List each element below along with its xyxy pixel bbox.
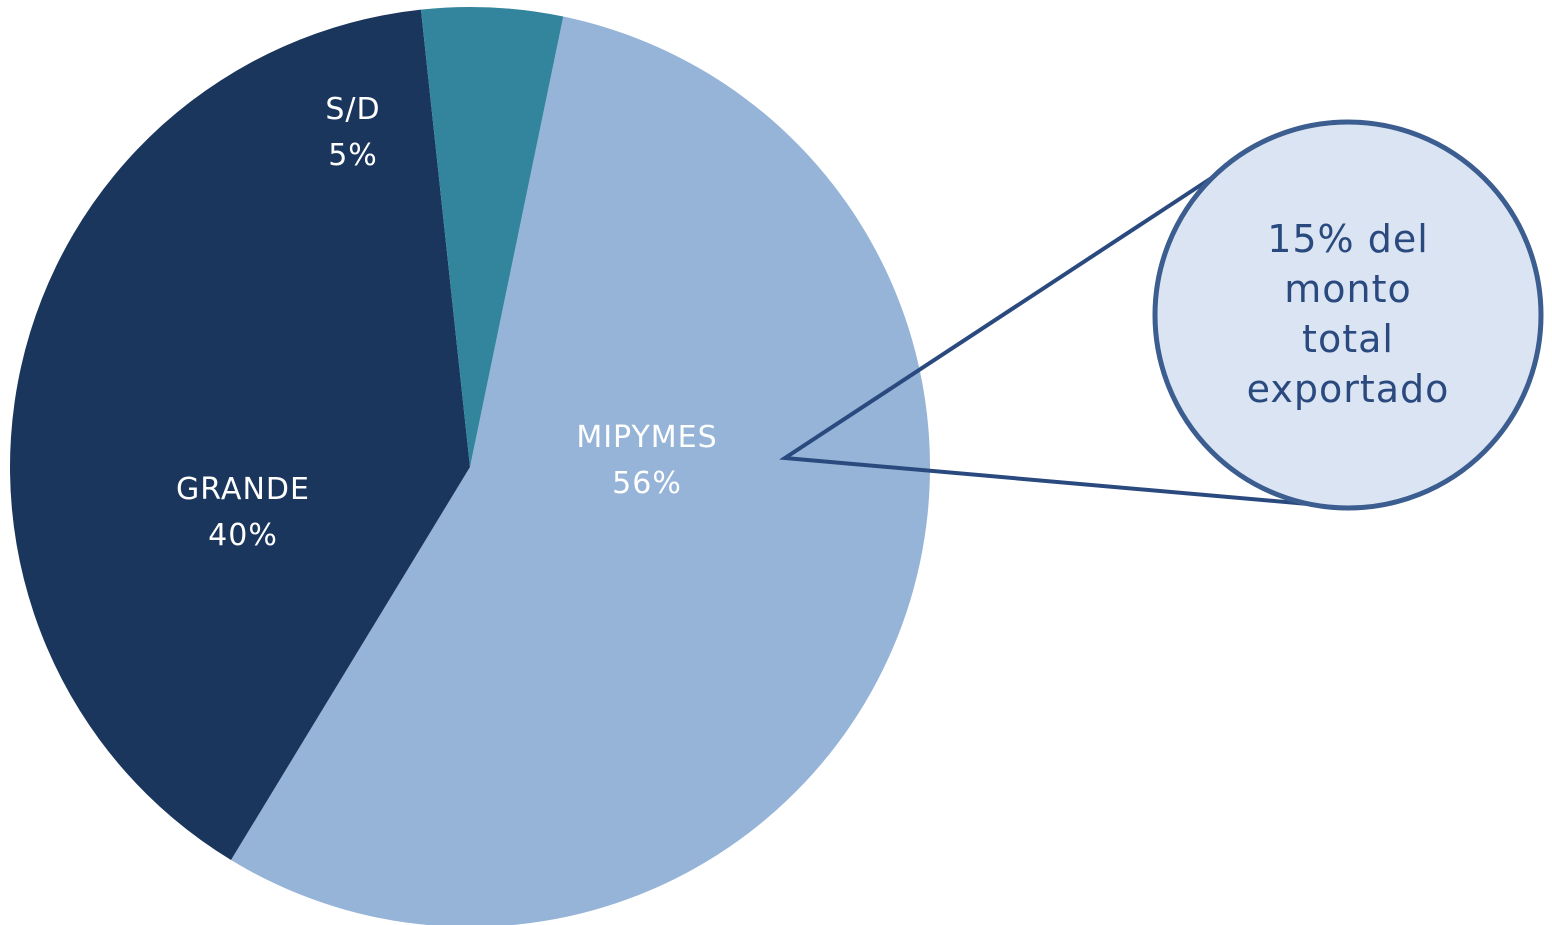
pie-slice-s-d bbox=[420, 6, 564, 467]
slice-label-grande: GRANDE bbox=[176, 472, 310, 507]
pie-labels: MIPYMES 56% GRANDE 40% S/D 5% bbox=[176, 92, 717, 553]
slice-value-mipymes: 56% bbox=[612, 466, 682, 501]
callout: 15% del monto total exportado bbox=[779, 119, 1544, 511]
callout-bubble bbox=[1152, 119, 1544, 511]
slice-value-sd: 5% bbox=[328, 138, 378, 173]
pie-slice-grande bbox=[9, 9, 470, 861]
slice-label-sd: S/D bbox=[325, 92, 380, 127]
callout-line-1: 15% del bbox=[1267, 217, 1429, 261]
callout-pointer bbox=[779, 175, 1343, 509]
slice-label-mipymes: MIPYMES bbox=[576, 420, 717, 455]
pie-slice-mipymes bbox=[230, 16, 930, 925]
callout-line-2: monto bbox=[1284, 267, 1412, 311]
callout-line-3: total bbox=[1302, 317, 1394, 361]
pie-slices bbox=[9, 6, 930, 925]
slice-value-grande: 40% bbox=[208, 518, 278, 553]
callout-line-4: exportado bbox=[1247, 367, 1450, 411]
